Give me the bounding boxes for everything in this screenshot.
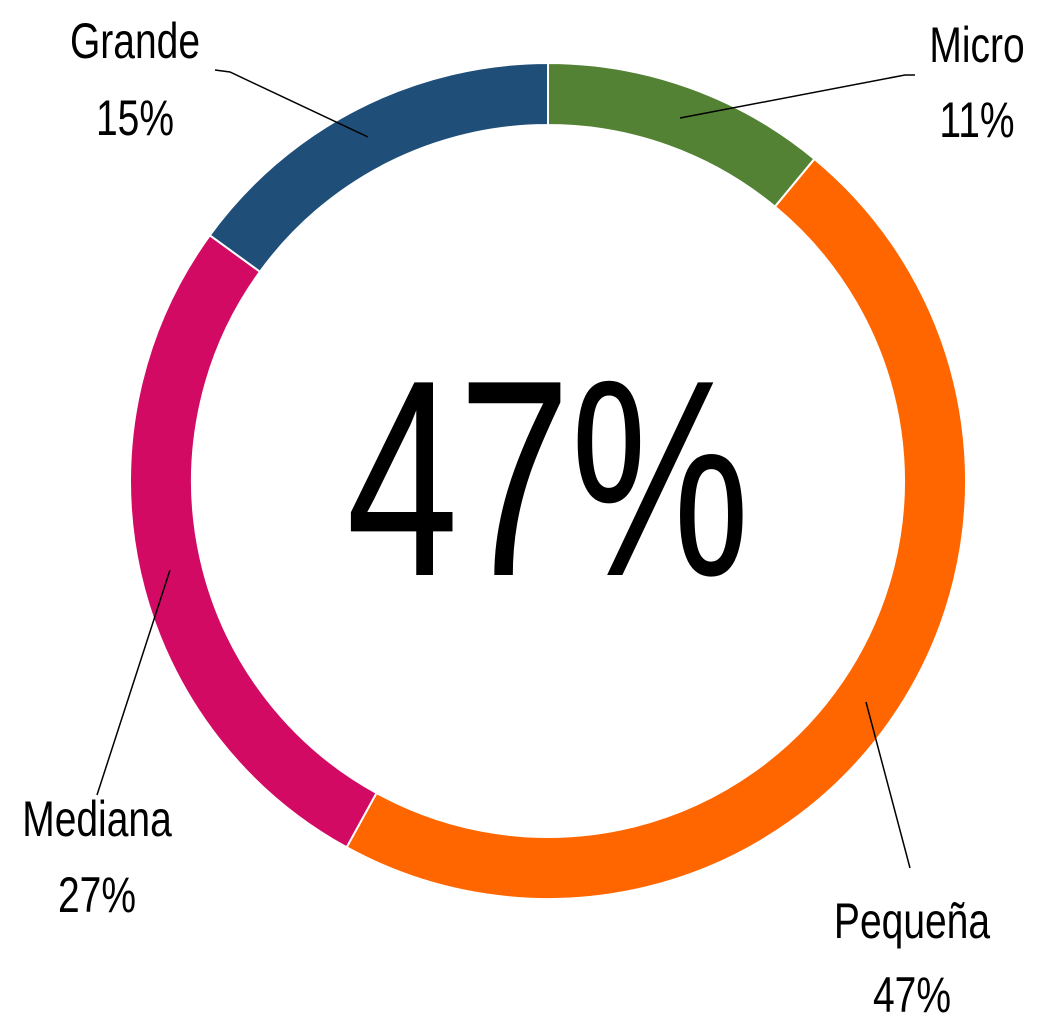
category-label: Pequeña — [834, 892, 990, 949]
center-label: 47% — [346, 321, 749, 634]
label-group: Micro — [929, 16, 1024, 73]
donut-segment — [345, 157, 967, 900]
center-group: 47% — [346, 321, 749, 634]
category-label: Micro — [929, 16, 1024, 73]
value-label: 15% — [96, 89, 174, 146]
label-group: 27% — [58, 866, 136, 923]
donut-segment — [129, 233, 378, 849]
label-group: 15% — [96, 89, 174, 146]
leader-line — [214, 69, 369, 138]
label-group: Grande — [70, 12, 200, 69]
category-label: Mediana — [22, 790, 172, 847]
label-group: 11% — [939, 91, 1014, 148]
leader-line — [96, 569, 171, 796]
leader-line — [865, 701, 911, 869]
label-group: 47% — [873, 966, 951, 1018]
label-group: Mediana — [22, 790, 172, 847]
donut-segment — [208, 61, 549, 274]
value-label: 11% — [939, 91, 1014, 148]
value-label: 27% — [58, 866, 136, 923]
leader-line — [679, 74, 915, 119]
label-group: Pequeña — [834, 892, 990, 949]
value-label: 47% — [873, 966, 951, 1018]
donut-segment — [547, 61, 816, 209]
category-label: Grande — [70, 12, 200, 69]
